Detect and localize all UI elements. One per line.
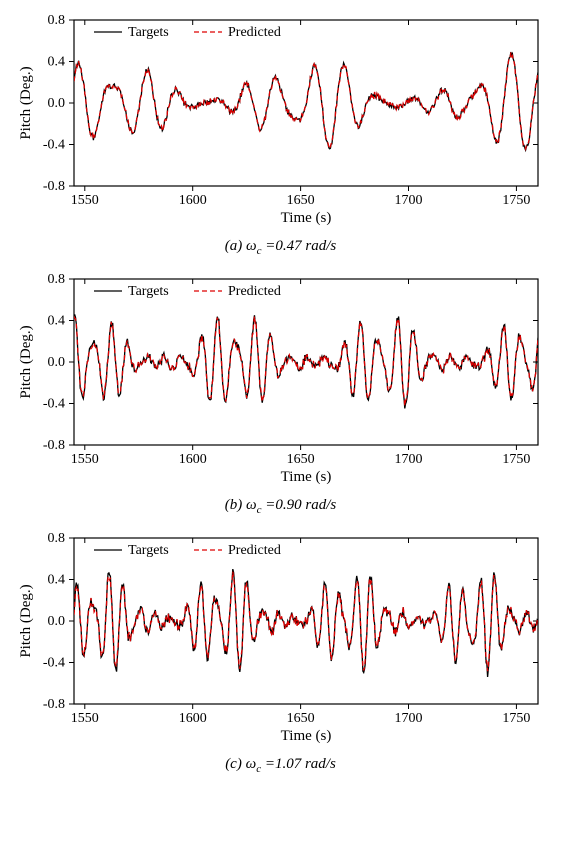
svg-text:1650: 1650 — [287, 452, 315, 467]
svg-text:-0.8: -0.8 — [43, 438, 65, 453]
legend-predicted: Predicted — [228, 543, 281, 558]
caption-c-prefix: (c) — [225, 756, 245, 772]
svg-text:1650: 1650 — [287, 193, 315, 208]
svg-text:1700: 1700 — [395, 452, 423, 467]
svg-text:0.8: 0.8 — [48, 13, 66, 28]
caption-a-prefix: (a) — [225, 238, 246, 254]
caption-b-rad: rad — [305, 497, 326, 513]
caption-b: (b) ωc =0.90 rad/s — [10, 497, 551, 516]
svg-text:-0.8: -0.8 — [43, 179, 65, 194]
caption-a-val: 0.47 — [275, 238, 305, 254]
svg-text:0.0: 0.0 — [48, 355, 66, 370]
caption-b-val: 0.90 — [275, 497, 305, 513]
caption-b-omega: ω — [246, 497, 257, 513]
svg-text:1750: 1750 — [502, 193, 530, 208]
svg-text:1750: 1750 — [502, 711, 530, 726]
svg-text:-0.4: -0.4 — [43, 397, 65, 412]
svg-text:Time (s): Time (s) — [281, 728, 332, 744]
panel-b: 1550 1600 1650 1700 1750 -0.8 -0.4 0.0 0.4 0.8 Tim… — [10, 269, 551, 489]
svg-text:1550: 1550 — [71, 452, 99, 467]
caption-a: (a) ωc =0.47 rad/s — [10, 238, 551, 257]
caption-c-eq: = — [261, 756, 275, 772]
chart-b: 1550 1600 1650 1700 1750 -0.8 -0.4 0.0 0.4 0.8 Tim… — [10, 269, 550, 489]
svg-text:1550: 1550 — [71, 193, 99, 208]
caption-b-eq: = — [262, 497, 276, 513]
svg-text:0.4: 0.4 — [48, 314, 66, 329]
chart-a: 1550 1600 1650 1700 1750 -0.8 -0.4 0.0 0.4 0.8 Tim… — [10, 10, 550, 230]
svg-text:1550: 1550 — [71, 711, 99, 726]
svg-text:-0.4: -0.4 — [43, 656, 65, 671]
caption-c-val: 1.07 — [275, 756, 305, 772]
legend-targets: Targets — [128, 25, 169, 40]
svg-text:0.0: 0.0 — [48, 614, 66, 629]
svg-text:0.4: 0.4 — [48, 55, 66, 70]
svg-text:0.8: 0.8 — [48, 272, 66, 287]
svg-text:1650: 1650 — [287, 711, 315, 726]
legend-targets: Targets — [128, 284, 169, 299]
caption-b-s: /s — [326, 497, 336, 513]
legend-targets: Targets — [128, 543, 169, 558]
caption-c: (c) ωc =1.07 rad/s — [10, 756, 551, 775]
svg-text:0.8: 0.8 — [48, 531, 66, 546]
panel-a: 1550 1600 1650 1700 1750 -0.8 -0.4 0.0 0.4 0.8 Tim… — [10, 10, 551, 230]
svg-text:Pitch (Deg.): Pitch (Deg.) — [18, 66, 34, 139]
caption-a-omega: ω — [246, 238, 257, 254]
panel-c: 1550 1600 1650 1700 1750 -0.8 -0.4 0.0 0.4 0.8 Tim… — [10, 528, 551, 748]
series-predicted — [74, 316, 538, 405]
legend-predicted: Predicted — [228, 284, 281, 299]
svg-text:1750: 1750 — [502, 452, 530, 467]
svg-text:1700: 1700 — [395, 711, 423, 726]
svg-text:1600: 1600 — [179, 711, 207, 726]
series-predicted — [74, 53, 538, 149]
svg-text:1600: 1600 — [179, 452, 207, 467]
svg-text:Time (s): Time (s) — [281, 469, 332, 485]
svg-text:1600: 1600 — [179, 193, 207, 208]
svg-text:1700: 1700 — [395, 193, 423, 208]
caption-c-s: /s — [326, 756, 336, 772]
caption-a-eq: = — [262, 238, 276, 254]
svg-text:-0.4: -0.4 — [43, 138, 65, 153]
svg-text:Pitch (Deg.): Pitch (Deg.) — [18, 584, 34, 657]
caption-c-rad: rad — [305, 756, 326, 772]
svg-text:0.4: 0.4 — [48, 573, 66, 588]
caption-a-s: /s — [326, 238, 336, 254]
caption-c-omega: ω — [246, 756, 257, 772]
legend-predicted: Predicted — [228, 25, 281, 40]
svg-text:Pitch (Deg.): Pitch (Deg.) — [18, 325, 34, 398]
caption-b-prefix: (b) — [225, 497, 246, 513]
svg-text:-0.8: -0.8 — [43, 697, 65, 712]
caption-a-rad: rad — [305, 238, 326, 254]
chart-c: 1550 1600 1650 1700 1750 -0.8 -0.4 0.0 0.4 0.8 Tim… — [10, 528, 550, 748]
svg-text:Time (s): Time (s) — [281, 210, 332, 226]
svg-text:0.0: 0.0 — [48, 96, 66, 111]
